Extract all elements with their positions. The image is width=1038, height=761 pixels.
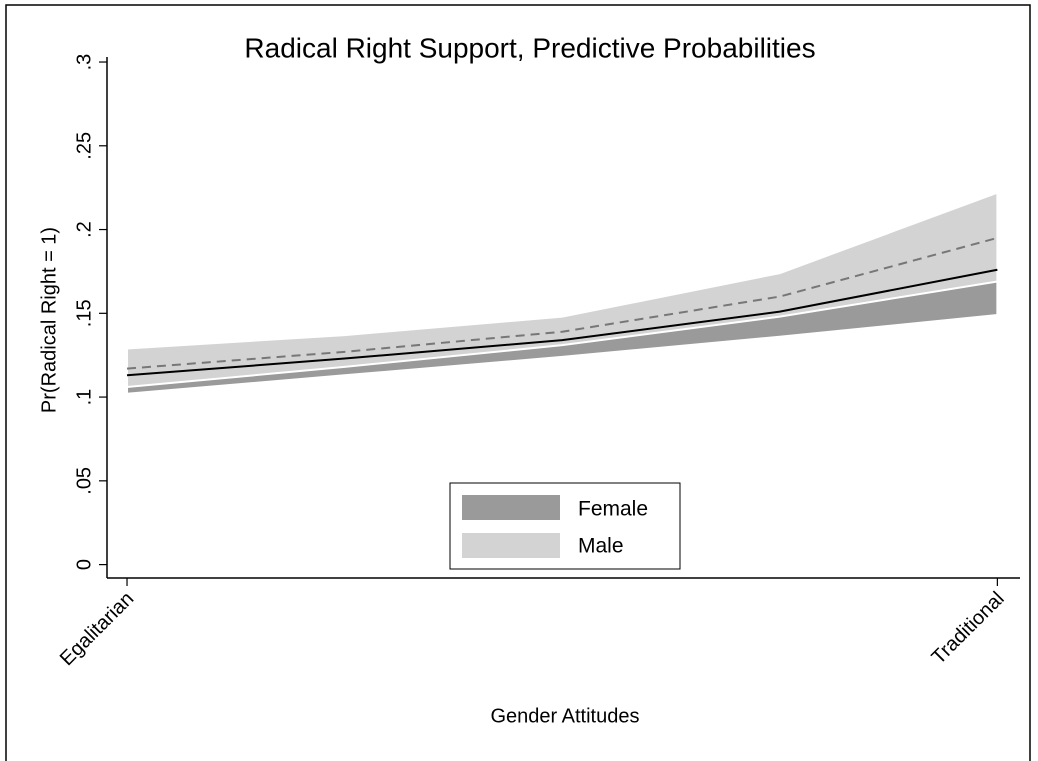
chart-title: Radical Right Support, Predictive Probab…: [244, 32, 815, 63]
y-tick-label: .2: [73, 221, 95, 238]
y-tick-label: 0: [73, 559, 95, 570]
mean-line: [126, 236, 998, 370]
y-tick-label: .05: [73, 467, 95, 495]
y-tick-label: .25: [73, 132, 95, 160]
mean-line: [126, 268, 998, 377]
legend-swatch: [462, 533, 560, 558]
legend: Female Male: [449, 482, 681, 570]
legend-swatch: [462, 495, 560, 520]
lines: [126, 236, 998, 377]
legend-label: Male: [578, 535, 624, 558]
y-tick-label: .15: [73, 299, 95, 327]
confidence-band: [126, 191, 999, 389]
y-tick-label: .1: [73, 389, 95, 406]
x-axis-label: Gender Attitudes: [491, 705, 640, 727]
legend-label: Female: [578, 498, 648, 521]
y-axis-label: Pr(Radical Right = 1): [38, 227, 60, 413]
y-tick-label: .3: [73, 54, 95, 71]
